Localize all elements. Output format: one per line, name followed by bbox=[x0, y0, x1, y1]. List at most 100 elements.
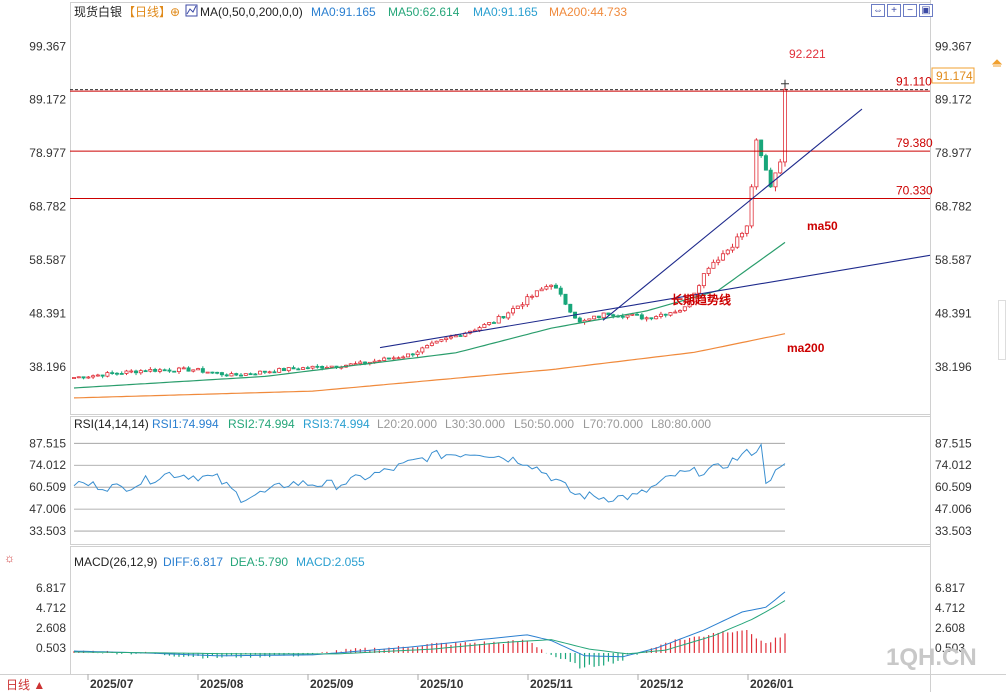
zoom-out-icon[interactable]: − bbox=[903, 4, 917, 17]
macd-dea-value: DEA:5.790 bbox=[230, 555, 288, 569]
rsi-ytick-right-3: 74.012 bbox=[935, 458, 972, 472]
settings-icon[interactable]: ☼ bbox=[4, 551, 15, 565]
candle-body bbox=[711, 261, 716, 269]
candle-body bbox=[539, 288, 544, 292]
main-ytick-right-1: 48.391 bbox=[935, 307, 972, 321]
candle-body bbox=[515, 305, 520, 309]
rsi-ytick-left-4: 87.515 bbox=[29, 436, 66, 450]
level-label-1: 79.380 bbox=[896, 136, 933, 150]
xtick-label-0: 2025/07 bbox=[90, 677, 134, 691]
candle-body bbox=[91, 375, 96, 378]
candle-body bbox=[114, 372, 119, 375]
candle-body bbox=[491, 322, 496, 324]
candle-body bbox=[186, 367, 191, 372]
candle-body bbox=[482, 324, 487, 329]
candle-body bbox=[458, 335, 463, 337]
short-trend-line bbox=[602, 108, 863, 321]
candle-body bbox=[534, 290, 539, 297]
period-switch-button[interactable]: 日线 ▲ bbox=[6, 678, 45, 692]
candle-body bbox=[205, 371, 210, 374]
candle-body bbox=[701, 273, 706, 287]
rsi-l30: L30:30.000 bbox=[445, 417, 505, 431]
candle-body bbox=[520, 304, 525, 307]
candle-body bbox=[630, 313, 635, 316]
candle-body bbox=[525, 296, 530, 306]
candle-body bbox=[119, 373, 124, 375]
candle-body bbox=[673, 311, 678, 314]
candle-body bbox=[129, 370, 134, 373]
macd-diff-value: DIFF:6.817 bbox=[163, 555, 223, 569]
long-trend-line bbox=[379, 254, 931, 349]
candle-body bbox=[153, 369, 158, 372]
main-ytick-right-3: 68.782 bbox=[935, 200, 972, 214]
candle-body bbox=[487, 322, 492, 325]
period-gear-icon[interactable]: ⊕ bbox=[170, 5, 180, 19]
rsi-l50: L50:50.000 bbox=[514, 417, 574, 431]
candle-body bbox=[401, 356, 406, 359]
right-scroll-handle[interactable] bbox=[998, 300, 1006, 360]
fit-view-icon[interactable]: ⇔ bbox=[871, 4, 885, 17]
candle-body bbox=[100, 374, 105, 377]
xtick-label-1: 2025/08 bbox=[200, 677, 244, 691]
candle-body bbox=[291, 367, 296, 370]
candle-body bbox=[577, 317, 582, 323]
candle-body bbox=[601, 312, 606, 319]
rsi1-value: RSI1:74.994 bbox=[152, 417, 219, 431]
candle-body bbox=[138, 370, 143, 374]
macd-ytick-right-1: 2.608 bbox=[935, 621, 965, 635]
candle-body bbox=[778, 161, 783, 174]
candle-body bbox=[453, 335, 458, 338]
ma50-line bbox=[73, 241, 786, 389]
candle-body bbox=[301, 367, 306, 370]
candle-body bbox=[596, 315, 601, 319]
candle-body bbox=[654, 316, 659, 320]
candle-body bbox=[420, 347, 425, 353]
candle-body bbox=[219, 372, 224, 376]
main-ytick-right-2: 58.587 bbox=[935, 253, 972, 267]
candle-body bbox=[258, 370, 263, 375]
candle-body bbox=[606, 312, 611, 316]
level-label-2: 70.330 bbox=[896, 184, 933, 198]
candle-body bbox=[549, 284, 554, 287]
ma-toggle-icon[interactable] bbox=[185, 4, 198, 17]
candle-body bbox=[544, 286, 549, 290]
candle-body bbox=[663, 313, 668, 316]
candle-body bbox=[697, 285, 702, 294]
xtick-label-5: 2025/12 bbox=[640, 677, 684, 691]
candle-body bbox=[296, 368, 301, 371]
candle-body bbox=[281, 368, 286, 372]
macd-ytick-left-3: 6.817 bbox=[36, 581, 66, 595]
candle-body bbox=[768, 169, 773, 188]
macd-diff-line bbox=[73, 591, 786, 658]
candle-body bbox=[740, 232, 745, 238]
candle-body bbox=[262, 370, 267, 373]
fullscreen-icon[interactable]: ▣ bbox=[919, 4, 933, 17]
candle-body bbox=[305, 367, 310, 370]
candle-body bbox=[110, 372, 115, 375]
candle-body bbox=[553, 284, 558, 289]
macd-ytick-right-2: 4.712 bbox=[935, 601, 965, 615]
price-marker-icon bbox=[991, 59, 1003, 67]
ma50-value: MA50:62.614 bbox=[388, 5, 460, 19]
candle-body bbox=[267, 371, 272, 374]
candle-body bbox=[429, 342, 434, 346]
candle-body bbox=[415, 351, 420, 355]
ma200-line bbox=[73, 333, 786, 399]
main-ytick-right-0: 38.196 bbox=[935, 360, 972, 374]
candle-body bbox=[86, 376, 91, 379]
candle-body bbox=[706, 267, 711, 274]
candle-body bbox=[253, 373, 258, 376]
candle-body bbox=[105, 372, 110, 377]
rsi-l80: L80:80.000 bbox=[651, 417, 711, 431]
candle-body bbox=[162, 369, 167, 372]
zoom-in-icon[interactable]: + bbox=[887, 4, 901, 17]
ma200-chart-label: ma200 bbox=[787, 341, 825, 355]
candle-body bbox=[215, 371, 220, 374]
candle-body bbox=[272, 371, 277, 374]
period-label[interactable]: 【日线】 bbox=[123, 5, 171, 19]
candle-body bbox=[501, 316, 506, 319]
candle-body bbox=[81, 376, 86, 379]
xtick-label-4: 2025/11 bbox=[530, 677, 573, 691]
trend-line-label: 长期趋势线 bbox=[671, 292, 731, 307]
